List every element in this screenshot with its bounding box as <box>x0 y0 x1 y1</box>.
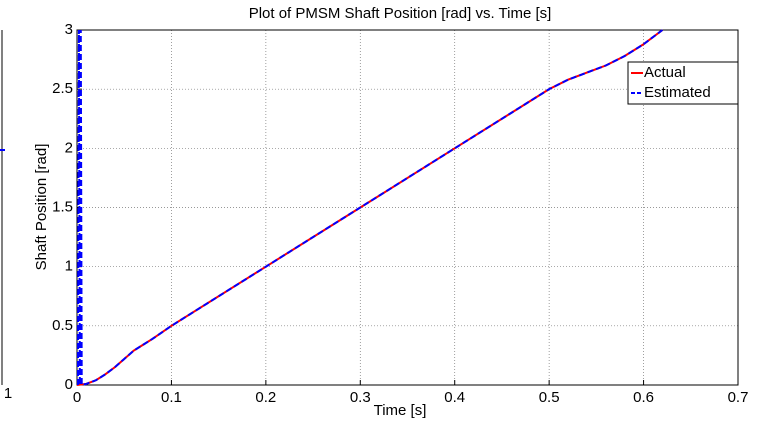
legend-label: Estimated <box>644 84 711 101</box>
x-tick-label: 0.4 <box>444 389 465 406</box>
y-tick-label: 1.5 <box>52 198 73 215</box>
x-tick-label: 0.5 <box>539 389 560 406</box>
x-tick-label: 0.2 <box>255 389 276 406</box>
chart-title: Plot of PMSM Shaft Position [rad] vs. Ti… <box>249 5 552 22</box>
legend-label: Actual <box>644 64 686 81</box>
x-tick-label: 0.7 <box>728 389 749 406</box>
y-tick-label: 2 <box>65 139 73 156</box>
x-tick-label: 0 <box>73 389 81 406</box>
y-tick-label: 0.5 <box>52 317 73 334</box>
series-line <box>76 29 664 387</box>
y-axis-label: Shaft Position [rad] <box>33 144 50 271</box>
y-tick-label: 3 <box>65 21 73 38</box>
y-tick-label: 0 <box>65 376 73 393</box>
plot-frame <box>76 29 739 386</box>
legend-box <box>627 61 739 105</box>
y-tick-label: 1 <box>65 258 73 275</box>
x-tick-label: 1 <box>4 385 12 402</box>
x-tick-label: 0.3 <box>350 389 371 406</box>
x-axis-label: Time [s] <box>374 402 427 419</box>
x-tick-label: 0.6 <box>633 389 654 406</box>
y-tick-label: 2.5 <box>52 80 73 97</box>
x-tick-label: 0.1 <box>161 389 182 406</box>
